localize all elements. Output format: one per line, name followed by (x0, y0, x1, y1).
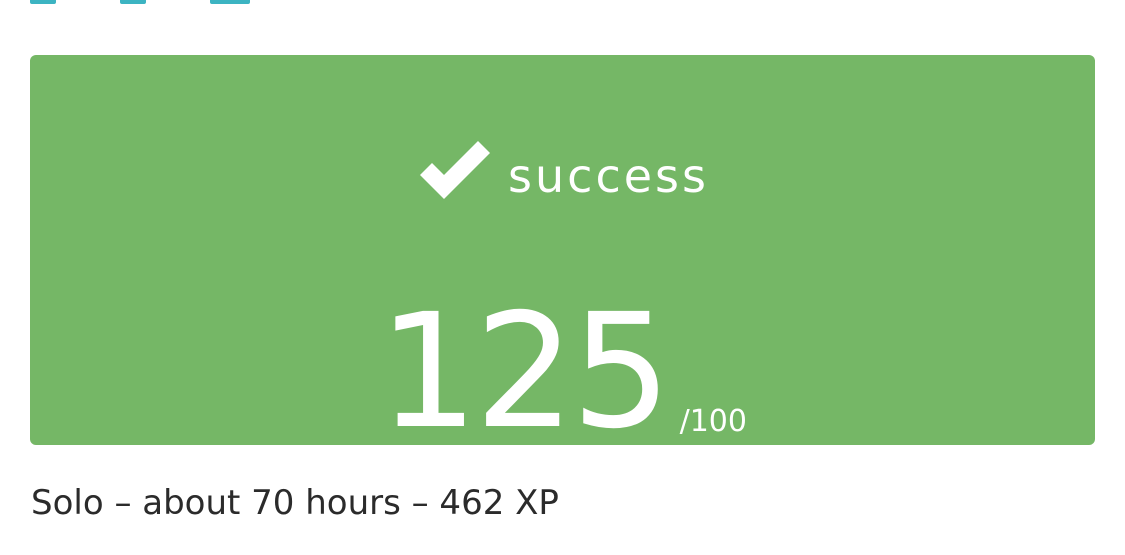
score-row: 125 /100 (30, 293, 1095, 451)
score-max: /100 (679, 404, 747, 439)
top-heading-fragment (30, 0, 250, 6)
status-row: success (30, 141, 1095, 203)
completion-summary: Solo – about 70 hours – 462 XP (31, 483, 559, 523)
score-value: 125 (378, 280, 672, 464)
checkmark-icon (420, 141, 491, 199)
status-label: success (508, 149, 709, 203)
result-card: success 125 /100 (30, 55, 1095, 451)
